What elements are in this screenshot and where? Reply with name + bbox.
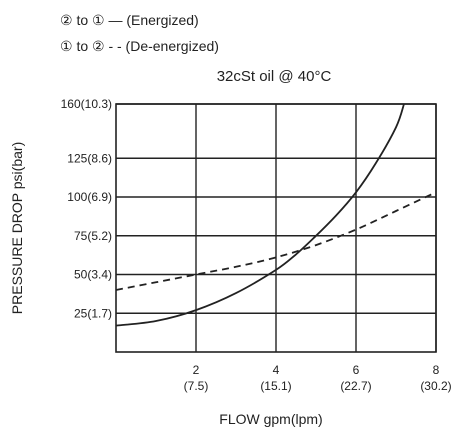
x-tick-sublabel: (22.7) <box>340 379 371 393</box>
y-tick-label: 25(1.7) <box>74 306 112 320</box>
x-tick-sublabel: (15.1) <box>260 379 291 393</box>
series-line-de-energized <box>115 191 437 291</box>
x-axis-label: FLOW gpm(lpm) <box>219 411 322 427</box>
x-tick-labels: 2 (7.5) 4 (15.1) 6 (22.7) 8 (30.2) <box>184 363 452 393</box>
chart-title: 32cSt oil @ 40°C <box>217 68 332 85</box>
y-tick-label: 75(5.2) <box>74 229 112 243</box>
plot-frame <box>115 103 437 353</box>
legend-energized: ② to ① — (Energized) <box>60 12 199 28</box>
legend-deenergized: ① to ② - - (De-energized) <box>60 38 219 54</box>
y-tick-label: 160(10.3) <box>61 97 112 111</box>
series-lines <box>115 103 437 327</box>
x-tick-sublabel: (7.5) <box>184 379 209 393</box>
x-tick-label: 2 <box>193 363 200 377</box>
y-tick-labels: 25(1.7) 50(3.4) 75(5.2) 100(6.9) 125(8.6) 160… <box>61 97 112 320</box>
x-tick-label: 4 <box>273 363 280 377</box>
series-line-energized <box>115 103 405 327</box>
x-tick-sublabel: (30.2) <box>420 379 451 393</box>
y-axis-label: PRESSURE DROP psi(bar) <box>9 142 25 314</box>
x-tick-label: 8 <box>433 363 440 377</box>
x-tick-label: 6 <box>353 363 360 377</box>
y-tick-label: 125(8.6) <box>67 151 112 165</box>
y-tick-label: 100(6.9) <box>67 190 112 204</box>
legend: ② to ① — (Energized) ① to ② - - (De-ener… <box>60 12 219 54</box>
y-tick-label: 50(3.4) <box>74 268 112 282</box>
